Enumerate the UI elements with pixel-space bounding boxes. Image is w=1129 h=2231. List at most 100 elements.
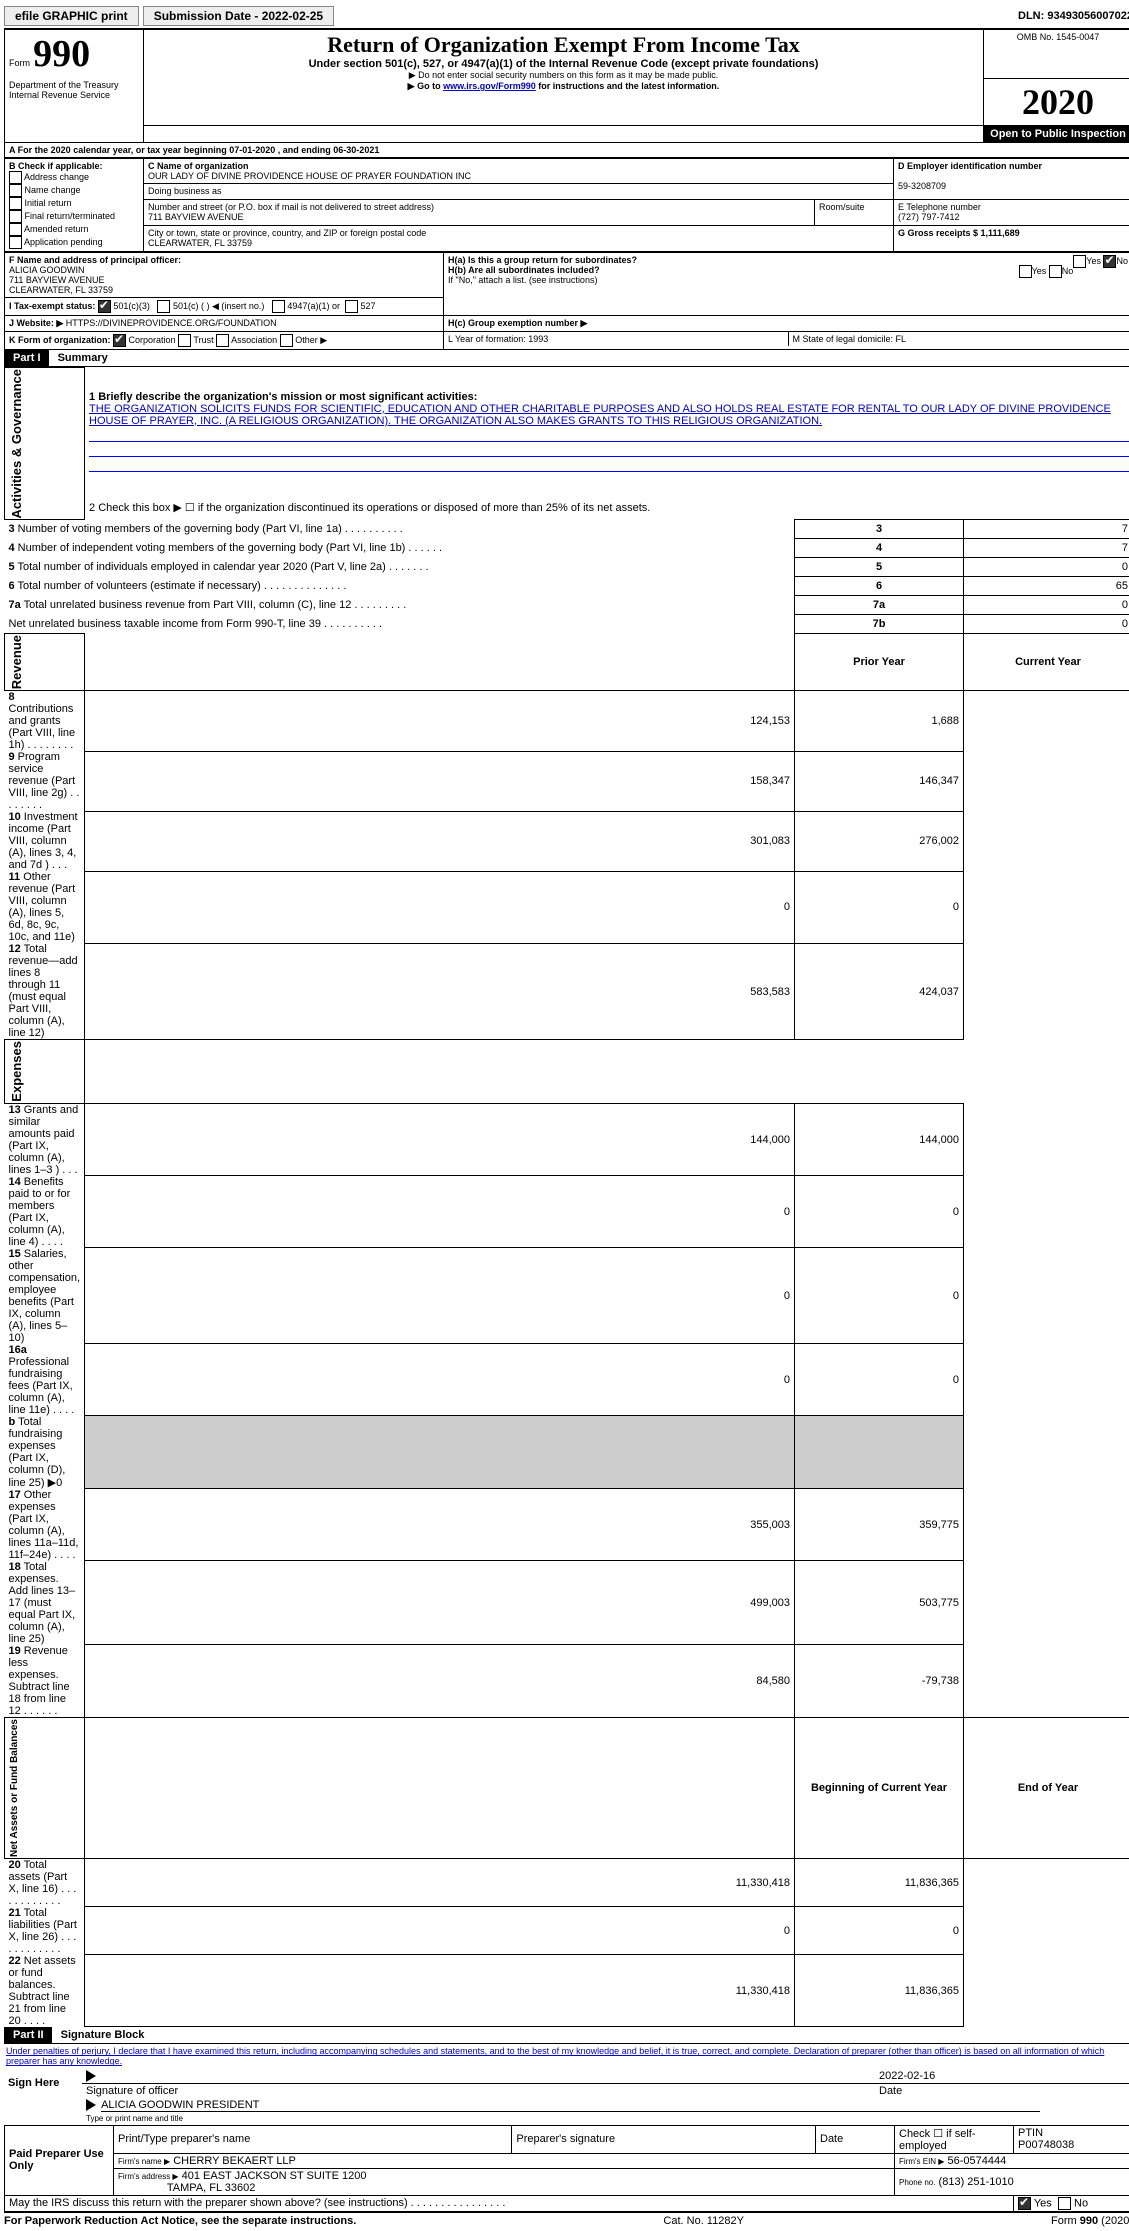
dln-label: DLN: 93493056007022 [1018,10,1129,22]
line2: 2 Check this box ▶ ☐ if the organization… [85,496,1129,520]
check-527[interactable] [345,300,358,313]
check-501c3[interactable] [98,300,111,313]
check-other[interactable] [280,334,293,347]
page-footer: For Paperwork Reduction Act Notice, see … [4,2212,1129,2227]
prep-sig-hdr: Preparer's signature [512,2125,816,2153]
check-501c[interactable] [157,300,170,313]
form-number: 990 [33,33,90,75]
tax-period: A For the 2020 calendar year, or tax yea… [4,143,1129,158]
expense-row: b Total fundraising expenses (Part IX, c… [5,1416,1129,1489]
name-title-label: Type or print name and title [86,2114,183,2123]
form-word: Form [9,58,30,68]
dept-treasury: Department of the Treasury [9,80,119,90]
check-amended[interactable] [9,223,22,236]
prep-date-hdr: Date [816,2125,895,2153]
check-name-change[interactable] [9,184,22,197]
form-note-1: ▶ Do not enter social security numbers o… [148,70,979,81]
signature-block: Sign Here 2022-02-16 Signature of office… [4,2068,1129,2124]
check-final-return[interactable] [9,210,22,223]
discuss-no[interactable] [1058,2197,1071,2210]
expense-row: 18 Total expenses. Add lines 13–17 (must… [5,1561,1129,1645]
addr-value: 711 BAYVIEW AVENUE [148,212,244,222]
check-application-pending[interactable] [9,236,22,249]
firm-addr-lbl: Firm's address ▶ [118,2172,179,2181]
discuss-question: May the IRS discuss this return with the… [5,2195,1014,2211]
paid-preparer-block: Paid Preparer Use Only Print/Type prepar… [4,2125,1129,2212]
check-4947[interactable] [272,300,285,313]
vlabel-netassets: Net Assets or Fund Balances [5,1717,85,1858]
phone-value: (727) 797-7412 [898,212,960,222]
firm-addr1: 401 EAST JACKSON ST SUITE 1200 [182,2170,367,2182]
room-header: Room/suite [815,199,894,225]
submission-date-button[interactable]: Submission Date - 2022-02-25 [143,6,334,26]
arrow-icon [86,2070,96,2082]
hb-yes[interactable] [1019,265,1032,278]
h-c-label: H(c) Group exemption number ▶ [444,315,1129,331]
tax-year: 2020 [984,78,1129,125]
check-assoc[interactable] [216,334,229,347]
ha-no[interactable] [1103,255,1116,268]
top-bar: efile GRAPHIC print Submission Date - 20… [4,4,1129,29]
box-m: M State of legal domicile: FL [789,332,1129,346]
revenue-row: 9 Program service revenue (Part VIII, li… [5,751,1129,811]
check-address-change[interactable] [9,171,22,184]
part1-header: Part I [5,350,49,366]
box-k-label: K Form of organization: [9,334,111,344]
irs-link[interactable]: www.irs.gov/Form990 [443,81,536,91]
part2-header: Part II [5,2027,52,2043]
addr-header: Number and street (or P.O. box if mail i… [148,202,434,212]
footer-left: For Paperwork Reduction Act Notice, see … [4,2215,356,2227]
officer-city: CLEARWATER, FL 33759 [9,285,113,295]
expense-row: 13 Grants and similar amounts paid (Part… [5,1103,1129,1176]
line1-label: 1 Briefly describe the organization's mi… [89,391,477,403]
box-b-header: B Check if applicable: [9,161,103,171]
col-end: End of Year [964,1717,1129,1858]
officer-addr: 711 BAYVIEW AVENUE [9,275,105,285]
efile-print-button[interactable]: efile GRAPHIC print [4,6,139,26]
col-prior: Prior Year [795,634,964,691]
netassets-row: 22 Net assets or fund balances. Subtract… [5,1955,1129,2027]
part2-title: Signature Block [55,2029,145,2041]
h-a-label: H(a) Is this a group return for subordin… [448,255,637,265]
footer-right: Form 990 (2020) [1051,2215,1129,2227]
city-value: CLEARWATER, FL 33759 [148,238,252,248]
firm-phone-lbl: Phone no. [899,2178,935,2187]
ptin-val: P00748038 [1018,2139,1074,2151]
hb-no[interactable] [1049,265,1062,278]
box-c-header: C Name of organization [148,161,249,171]
vlabel-revenue: Revenue [5,634,85,691]
box-g: G Gross receipts $ 1,111,689 [894,225,1129,251]
revenue-row: 10 Investment income (Part VIII, column … [5,811,1129,871]
sig-date-label: Date [875,2083,1129,2098]
check-corp[interactable] [113,334,126,347]
sig-officer-label: Signature of officer [82,2083,875,2098]
firm-addr2: TAMPA, FL 33602 [167,2182,255,2194]
box-l: L Year of formation: 1993 [444,332,789,346]
expense-row: 19 Revenue less expenses. Subtract line … [5,1645,1129,1718]
firm-ein-lbl: Firm's EIN ▶ [899,2157,944,2166]
check-trust[interactable] [178,334,191,347]
entity-info: B Check if applicable: Address change Na… [4,158,1129,252]
mission-text[interactable]: THE ORGANIZATION SOLICITS FUNDS FOR SCIE… [89,403,1111,427]
revenue-row: 8 Contributions and grants (Part VIII, l… [5,691,1129,752]
officer-name: ALICIA GOODWIN [9,265,85,275]
sign-here-label: Sign Here [4,2068,82,2097]
netassets-row: 21 Total liabilities (Part X, line 26) .… [5,1907,1129,1955]
city-header: City or town, state or province, country… [148,228,426,238]
ha-yes[interactable] [1073,255,1086,268]
summary-row: Net unrelated business taxable income fr… [5,615,1129,634]
ptin-hdr: PTIN [1018,2127,1043,2139]
org-name: OUR LADY OF DIVINE PROVIDENCE HOUSE OF P… [148,171,471,181]
check-initial-return[interactable] [9,197,22,210]
vlabel-expenses: Expenses [5,1040,85,1104]
expense-row: 14 Benefits paid to or for members (Part… [5,1176,1129,1248]
discuss-yes[interactable] [1018,2197,1031,2210]
box-j-label: J Website: ▶ [9,318,63,328]
box-i-label: I Tax-exempt status: [9,300,95,310]
expense-row: 16a Professional fundraising fees (Part … [5,1344,1129,1416]
box-d-header: D Employer identification number [898,161,1042,171]
open-to-public: Open to Public Inspection [984,125,1129,142]
footer-mid: Cat. No. 11282Y [663,2215,744,2227]
vlabel-activities: Activities & Governance [5,367,85,520]
revenue-row: 12 Total revenue—add lines 8 through 11 … [5,943,1129,1040]
